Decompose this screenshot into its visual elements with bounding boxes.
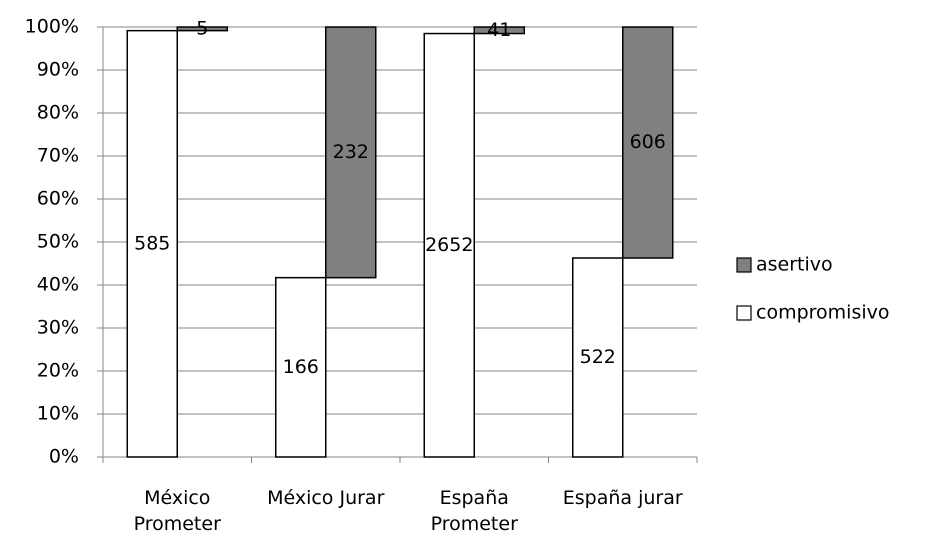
x-tick-label: México Jurar xyxy=(267,487,385,509)
data-label: 2652 xyxy=(425,234,473,256)
bar xyxy=(176,26,228,32)
y-tick-label: 80% xyxy=(37,102,79,124)
legend-label: compromisivo xyxy=(756,302,890,324)
x-tick-label: México Prometer xyxy=(133,487,221,535)
y-tick-label: 90% xyxy=(37,59,79,81)
y-tick-label: 30% xyxy=(37,317,79,339)
y-tick-label: 60% xyxy=(37,188,79,210)
data-label: 41 xyxy=(487,19,511,41)
data-label: 232 xyxy=(333,141,369,163)
bar xyxy=(423,32,475,458)
legend-swatch xyxy=(736,257,752,273)
y-tick-label: 0% xyxy=(49,446,79,468)
bar xyxy=(275,276,327,458)
y-tick-label: 40% xyxy=(37,274,79,296)
y-tick-label: 50% xyxy=(37,231,79,253)
data-label: 585 xyxy=(134,232,170,254)
bar xyxy=(126,29,178,458)
bar xyxy=(572,257,624,458)
bar xyxy=(473,26,525,35)
data-label: 5 xyxy=(196,17,208,39)
x-tick-label: España jurar xyxy=(562,487,683,509)
bar xyxy=(622,26,674,259)
data-label: 522 xyxy=(580,346,616,368)
bar xyxy=(325,26,377,279)
y-tick-label: 100% xyxy=(25,16,79,38)
x-tick-label: España Prometer xyxy=(430,487,518,535)
legend-label: asertivo xyxy=(756,254,833,276)
y-tick-label: 10% xyxy=(37,403,79,425)
data-label: 606 xyxy=(630,131,666,153)
legend-swatch xyxy=(736,305,752,321)
data-label: 166 xyxy=(283,356,319,378)
y-tick-label: 20% xyxy=(37,360,79,382)
y-tick-label: 70% xyxy=(37,145,79,167)
